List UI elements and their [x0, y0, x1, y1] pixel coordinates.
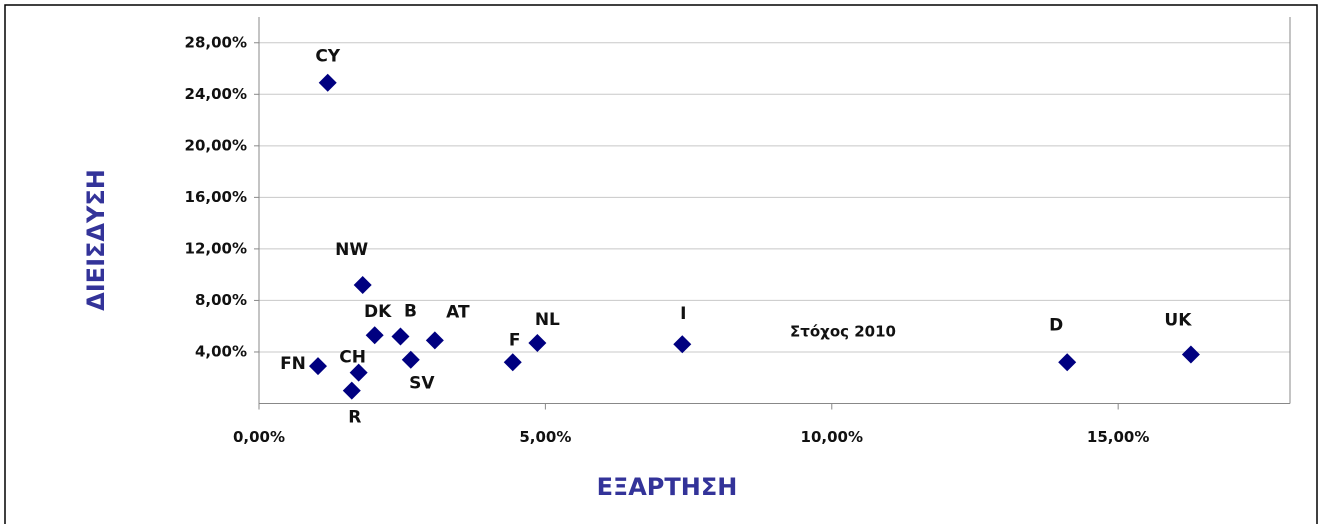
- frame: [4, 4, 1318, 524]
- point: [673, 335, 692, 354]
- point: [318, 73, 337, 92]
- point-label: DK: [364, 302, 392, 322]
- point-label: AT: [446, 302, 470, 322]
- point-label: CY: [315, 47, 340, 67]
- point-label: SV: [409, 374, 435, 394]
- y-tick-label: 4,00%: [195, 342, 247, 360]
- y-tick-label: 28,00%: [185, 33, 247, 51]
- point-label: NW: [335, 240, 368, 260]
- point: [349, 363, 368, 382]
- point: [1058, 353, 1077, 372]
- y-tick-label: 12,00%: [185, 239, 247, 257]
- point: [391, 327, 410, 346]
- x-tick-label: 10,00%: [801, 428, 863, 446]
- point-label: CH: [339, 348, 366, 368]
- y-axis-label: ΔΙΕΙΣΔΥΣΗ: [82, 169, 110, 311]
- x-axis-label: ΕΞΑΡΤΗΣΗ: [597, 473, 738, 501]
- point: [503, 353, 522, 372]
- point: [353, 275, 372, 294]
- point-label: NL: [535, 310, 560, 330]
- point: [401, 350, 420, 369]
- point: [365, 326, 384, 345]
- point-label: B: [404, 302, 417, 322]
- point: [425, 331, 444, 350]
- point-label: UK: [1164, 311, 1192, 331]
- point-label: R: [348, 408, 361, 428]
- point: [528, 333, 547, 352]
- point: [308, 357, 327, 376]
- annotation: Στόχος 2010: [790, 323, 896, 341]
- y-tick-label: 20,00%: [185, 136, 247, 154]
- x-tick-label: 0,00%: [233, 428, 285, 446]
- point-label: I: [680, 304, 686, 324]
- x-tick-label: 5,00%: [519, 428, 571, 446]
- point-label: FN: [280, 354, 306, 374]
- y-tick-label: 24,00%: [185, 85, 247, 103]
- point: [342, 381, 361, 400]
- y-tick-label: 16,00%: [185, 188, 247, 206]
- x-tick-label: 15,00%: [1087, 428, 1149, 446]
- point-label: F: [509, 330, 521, 350]
- point: [1181, 345, 1200, 364]
- y-tick-label: 8,00%: [195, 291, 247, 309]
- point-label: D: [1049, 315, 1063, 335]
